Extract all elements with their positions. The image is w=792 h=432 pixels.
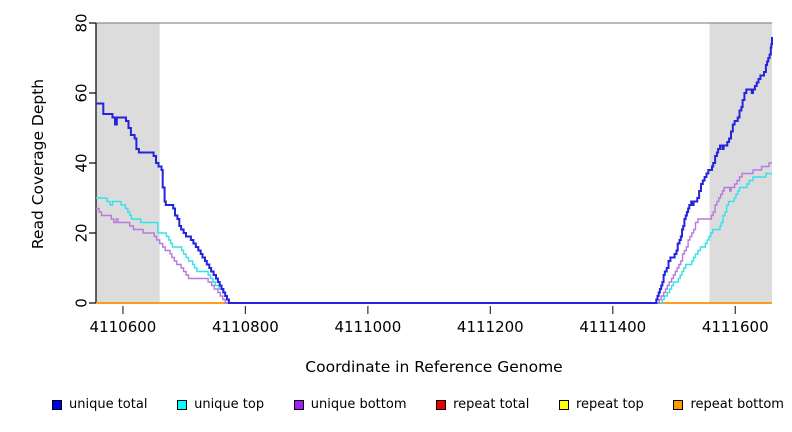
legend-swatch-icon xyxy=(436,399,447,410)
y-tick-label: 80 xyxy=(73,13,91,32)
legend-swatch-icon xyxy=(559,399,569,410)
legend-item-repeat-total: repeat total xyxy=(436,397,529,412)
legend-swatch-icon xyxy=(293,399,304,410)
series-line-unique-total xyxy=(96,37,773,304)
y-tick-label: 60 xyxy=(73,83,91,102)
legend-item-unique-bottom: unique bottom xyxy=(293,397,407,412)
legend-swatch-icon xyxy=(177,399,188,410)
legend-swatch-icon xyxy=(52,399,62,410)
legend: unique total unique top unique bottom repea… xyxy=(52,397,784,412)
series-line-unique-bottom xyxy=(96,162,772,304)
x-tick-label: 4111000 xyxy=(334,318,401,336)
legend-swatch-icon xyxy=(673,399,684,410)
x-tick-label: 4110800 xyxy=(212,318,279,336)
legend-item-unique-total: unique total xyxy=(52,397,147,412)
shaded-region-0 xyxy=(96,23,160,303)
legend-label: repeat total xyxy=(453,397,530,412)
x-tick-label: 4110600 xyxy=(90,318,157,336)
legend-label: repeat top xyxy=(576,397,644,412)
x-tick-label: 4111200 xyxy=(457,318,524,336)
legend-item-repeat-bottom: repeat bottom xyxy=(673,397,784,412)
legend-label: repeat bottom xyxy=(690,397,784,412)
y-tick-label: 0 xyxy=(73,298,91,308)
legend-label: unique top xyxy=(194,397,265,412)
x-tick-label: 4111400 xyxy=(579,318,646,336)
x-tick-label: 4111600 xyxy=(702,318,769,336)
legend-label: unique bottom xyxy=(310,397,407,412)
x-axis-title: Coordinate in Reference Genome xyxy=(305,358,563,376)
legend-label: unique total xyxy=(69,397,148,412)
y-axis-title: Read Coverage Depth xyxy=(29,78,47,250)
series-line-unique-top xyxy=(96,172,772,304)
legend-item-unique-top: unique top xyxy=(177,397,264,412)
legend-item-repeat-top: repeat top xyxy=(559,397,644,412)
y-tick-label: 20 xyxy=(73,223,91,242)
shaded-region-1 xyxy=(709,23,772,303)
y-tick-label: 40 xyxy=(73,153,91,172)
